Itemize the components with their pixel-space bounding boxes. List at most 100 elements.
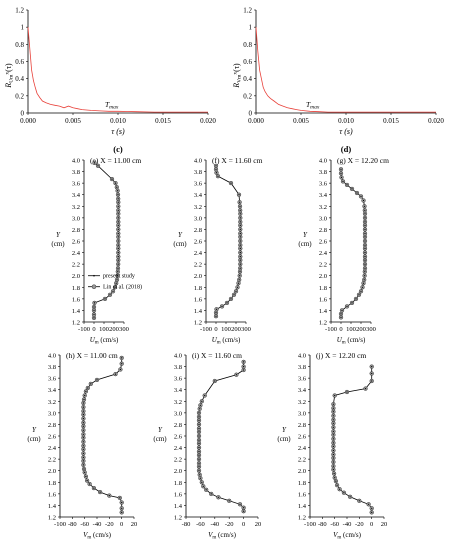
present-study-point — [199, 474, 201, 476]
present-study-point — [332, 457, 334, 459]
present-study-point — [215, 312, 217, 314]
y-tick-label: 1.2 — [319, 320, 327, 327]
y-tick-label: 3.0 — [298, 410, 306, 417]
y-tick-label: 1.6 — [174, 491, 183, 498]
y-tick-label: 2.6 — [174, 434, 183, 441]
x-tick-label: 0.010 — [110, 117, 126, 125]
present-study-point — [198, 470, 200, 472]
autocorr-line — [27, 27, 208, 113]
velocity-panel-j: 1.2 1.4 1.6 1.8 2.0 2.2 2.4 2.6 2.8 3.0 3.2 3.4 3.6 3… — [277, 351, 387, 541]
present-study-point — [121, 357, 123, 359]
present-study-point — [82, 414, 84, 416]
present-study-point — [93, 306, 95, 308]
velocity-panel-f: 1.2 1.4 1.6 1.8 2.0 2.2 2.4 2.6 2.8 3.0 3.2 3.4 3.6 3… — [173, 156, 262, 346]
y-tick-label: 1.4 — [72, 308, 81, 315]
y-tick-label: 1.2 — [48, 515, 56, 522]
present-study-point — [239, 236, 241, 238]
y-axis-label: RUmx(τ) — [4, 63, 15, 89]
present-study-point — [84, 394, 86, 397]
y-tick-label: 3.0 — [319, 215, 327, 222]
y-tick-label: 1.8 — [72, 285, 80, 292]
x-tick-label: -20 — [105, 521, 114, 528]
y-tick-label: 2.0 — [48, 468, 56, 475]
y-tick-label: 4.0 — [194, 158, 202, 165]
y-tick-label: 0 — [21, 110, 25, 118]
present-study-point — [364, 252, 366, 254]
present-study-point — [239, 205, 241, 207]
present-study-point — [335, 480, 337, 482]
present-study-point — [198, 439, 200, 441]
present-study-point — [202, 485, 204, 487]
present-study-point — [117, 267, 119, 269]
present-study-point — [119, 497, 121, 499]
present-study-point — [198, 454, 200, 456]
present-study-point — [364, 256, 366, 258]
panel-title: (f) X = 11.60 cm — [212, 156, 263, 165]
panel-title: (j) X = 12.20 cm — [316, 351, 366, 360]
autocorr-panel-c: 0 0.2 0.4 0.6 0.8 1 1.2 0.000 0.005 0.010 0.015 0.0… — [4, 7, 216, 155]
present-study-point — [364, 244, 366, 246]
present-study-point — [332, 415, 334, 417]
y-tick-label: 3.0 — [48, 410, 56, 417]
present-study-point — [117, 271, 119, 273]
y-axis-unit: (cm) — [153, 435, 167, 443]
panel-label: (d) — [341, 144, 352, 154]
y-tick-label: 2.2 — [72, 262, 80, 269]
x-tick-label: -40 — [343, 521, 352, 528]
present-study-point — [356, 192, 358, 194]
y-tick-label: 2.0 — [174, 468, 182, 475]
y-tick-label: 1.6 — [194, 296, 203, 303]
present-study-point — [117, 190, 119, 192]
y-tick-label: 2.2 — [174, 457, 182, 464]
present-study-point — [364, 247, 366, 250]
present-study-point — [82, 437, 84, 439]
present-study-point — [239, 503, 241, 505]
present-study-point — [243, 366, 245, 368]
velocity-panel-g: 1.2 1.4 1.6 1.8 2.0 2.2 2.4 2.6 2.8 3.0 3.2 3.4 3.6 3… — [298, 156, 389, 346]
x-tick-label: 0 — [370, 521, 373, 528]
y-tick-label: 2.8 — [174, 422, 182, 429]
x-tick-label: 0 — [120, 521, 123, 528]
panel-label: (c) — [113, 144, 123, 154]
present-study-point — [204, 394, 206, 397]
present-study-point — [371, 511, 373, 513]
panel-title: (h) X = 11.00 cm — [66, 351, 118, 360]
present-study-point — [111, 178, 113, 180]
y-axis-label: Y — [32, 426, 37, 434]
x-tick-label: 0.015 — [155, 117, 171, 125]
y-tick-label: 2.8 — [319, 227, 327, 234]
present-study-point — [86, 480, 88, 482]
present-study-point — [364, 221, 366, 223]
y-tick-label: 1.2 — [174, 515, 182, 522]
present-study-point — [112, 290, 114, 292]
y-tick-label: 3.8 — [298, 364, 306, 371]
present-study-point — [364, 259, 366, 261]
legend: present study Lin et al. (2018) — [88, 274, 142, 291]
present-study-point — [228, 500, 230, 502]
x-axis-label: Um (cm/s) — [90, 336, 119, 346]
y-tick-label: 1.8 — [48, 480, 56, 487]
present-study-point — [83, 468, 85, 470]
present-study-point — [239, 232, 241, 235]
present-study-point — [117, 228, 119, 230]
present-study-point — [362, 199, 365, 202]
x-tick-label: 0.005 — [293, 117, 309, 125]
legend-present-marker — [93, 274, 95, 277]
present-study-line — [215, 165, 241, 317]
x-axis-label: τ (s) — [339, 127, 353, 136]
present-study-point — [239, 240, 241, 242]
present-study-point — [334, 477, 336, 479]
present-study-point — [198, 458, 200, 460]
y-tick-label: 3.4 — [72, 192, 81, 199]
present-study-point — [239, 201, 241, 203]
present-study-point — [239, 209, 241, 211]
present-study-point — [215, 315, 217, 317]
present-study-point — [93, 309, 95, 311]
x-tick-label: 100 — [221, 326, 231, 333]
present-study-point — [82, 448, 84, 450]
present-study-point — [235, 290, 237, 292]
present-study-point — [238, 279, 240, 281]
present-study-point — [351, 302, 353, 304]
y-tick-label: 3.0 — [194, 215, 202, 222]
x-tick-label: -40 — [93, 521, 102, 528]
